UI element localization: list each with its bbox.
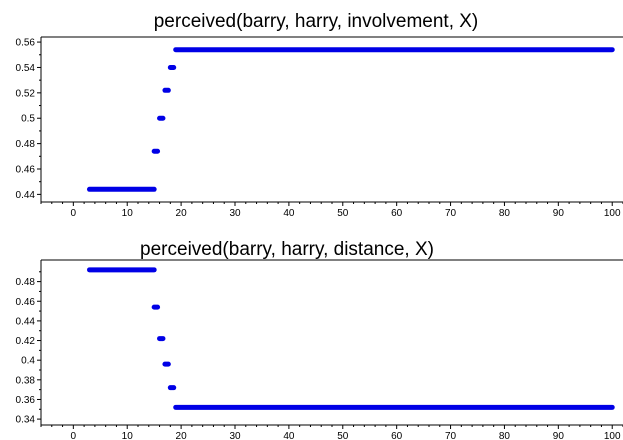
x-tick-label: 30 — [229, 208, 241, 219]
y-tick-label: 0.5 — [21, 114, 35, 125]
y-axis: 0.44 0.46 0.48 0.5 0.52 0.54 0.56 — [16, 38, 41, 201]
chart-involvement: perceived(barry, harry, involvement, X) … — [16, 11, 623, 219]
x-tick-label: 20 — [176, 208, 188, 219]
y-tick-label: 0.46 — [16, 297, 36, 308]
x-tick-label: 70 — [445, 431, 457, 440]
x-tick-label: 80 — [499, 431, 511, 440]
x-tick-label: 50 — [337, 208, 349, 219]
y-tick-label: 0.46 — [16, 165, 36, 176]
x-tick-label: 70 — [445, 208, 457, 219]
x-tick-label: 100 — [604, 208, 621, 219]
chart-title: perceived(barry, harry, distance, X) — [140, 239, 434, 260]
y-tick-label: 0.34 — [16, 415, 36, 426]
x-tick-label: 10 — [122, 431, 134, 440]
x-tick-label: 10 — [122, 208, 134, 219]
y-tick-label: 0.44 — [16, 190, 36, 201]
y-tick-label: 0.4 — [21, 356, 35, 367]
x-tick-label: 50 — [337, 431, 349, 440]
y-tick-label: 0.42 — [16, 336, 36, 347]
chart-title: perceived(barry, harry, involvement, X) — [154, 11, 479, 32]
y-tick-label: 0.36 — [16, 395, 36, 406]
x-tick-label: 60 — [391, 208, 403, 219]
y-tick-label: 0.44 — [16, 316, 36, 327]
x-tick-label: 0 — [71, 431, 77, 440]
x-axis: 0 10 20 30 40 50 60 70 80 90 100 — [41, 202, 623, 219]
x-tick-label: 30 — [229, 431, 241, 440]
plot-frame — [41, 37, 623, 202]
x-tick-label: 90 — [553, 431, 565, 440]
y-tick-label: 0.38 — [16, 375, 36, 386]
y-tick-label: 0.48 — [16, 277, 36, 288]
x-axis: 0 10 20 30 40 50 60 70 80 90 100 — [41, 425, 623, 440]
x-tick-label: 40 — [283, 208, 295, 219]
data-series — [90, 50, 613, 190]
x-tick-label: 80 — [499, 208, 511, 219]
x-tick-label: 40 — [283, 431, 295, 440]
plot-frame — [41, 260, 623, 425]
x-tick-label: 0 — [71, 208, 77, 219]
y-tick-label: 0.48 — [16, 139, 36, 150]
y-tick-label: 0.56 — [16, 38, 36, 49]
chart-distance: perceived(barry, harry, distance, X) 0.3… — [16, 239, 623, 440]
y-tick-label: 0.52 — [16, 88, 36, 99]
y-axis: 0.34 0.36 0.38 0.4 0.42 0.44 0.46 0.48 — [16, 272, 41, 426]
x-tick-label: 100 — [604, 431, 621, 440]
x-tick-label: 20 — [176, 431, 188, 440]
x-tick-label: 90 — [553, 208, 565, 219]
y-tick-label: 0.54 — [16, 63, 36, 74]
data-series — [90, 270, 613, 408]
x-tick-label: 60 — [391, 431, 403, 440]
